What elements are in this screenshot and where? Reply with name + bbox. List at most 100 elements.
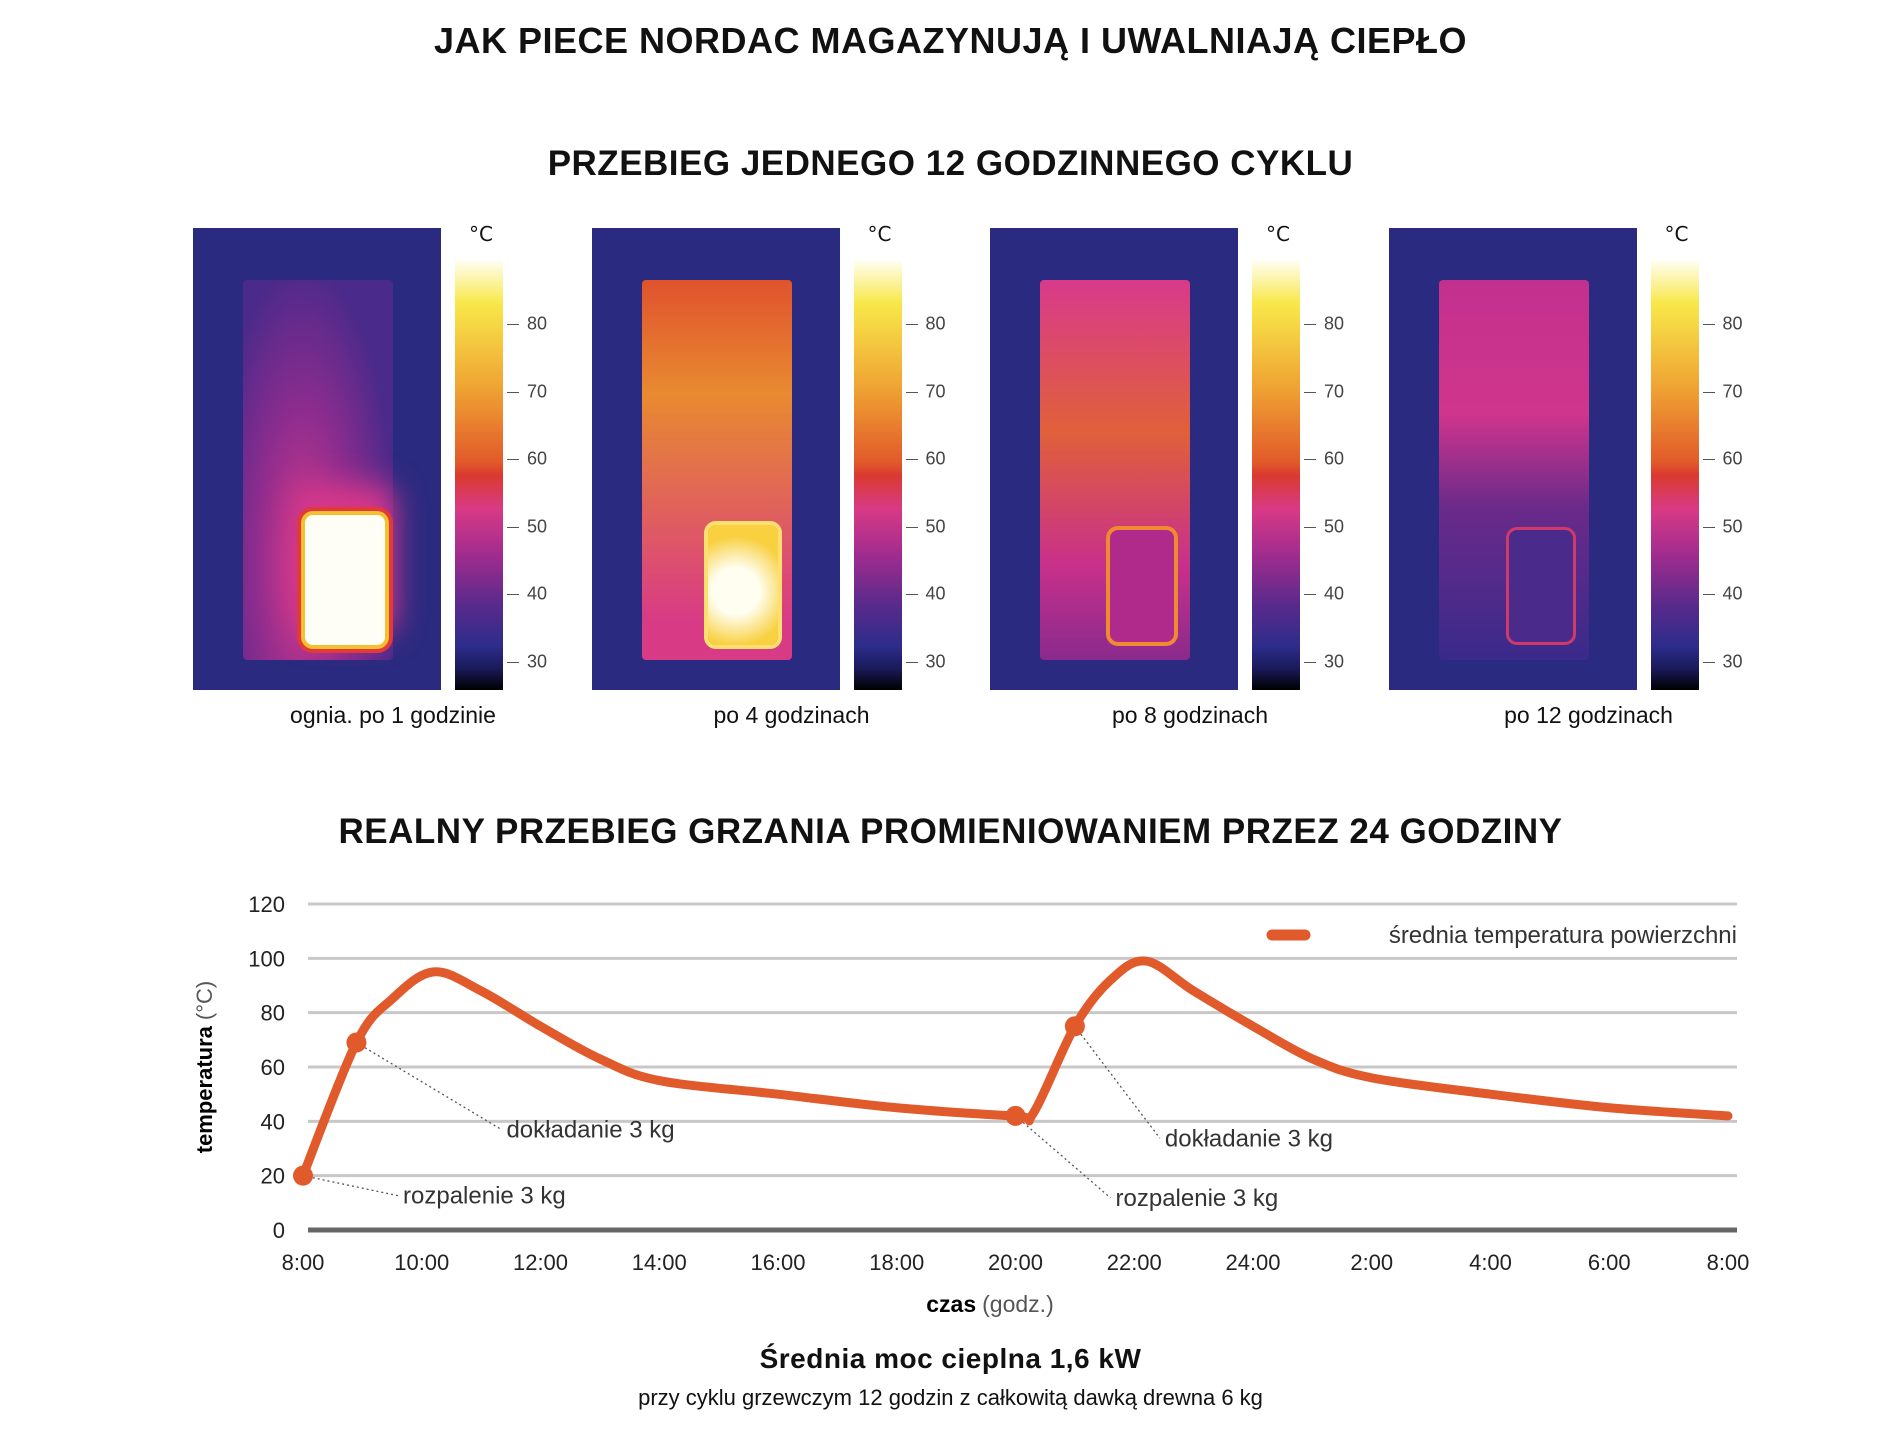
x-axis-title-main: czas xyxy=(926,1291,976,1317)
annotation-label: dokładanie 3 kg xyxy=(506,1117,674,1144)
page-title: JAK PIECE NORDAC MAGAZYNUJĄ I UWALNIAJĄ … xyxy=(433,20,1468,61)
unit-label: °C xyxy=(1664,222,1689,246)
scale-tick-label: 60 xyxy=(925,448,946,469)
scale-tick xyxy=(1304,661,1316,663)
x-tick-label: 20:00 xyxy=(988,1250,1043,1275)
y-tick-label: 80 xyxy=(261,1001,285,1026)
thermal-image xyxy=(591,228,840,690)
annotation-leader xyxy=(356,1041,502,1131)
y-tick-label: 60 xyxy=(261,1055,285,1080)
event-marker xyxy=(293,1165,313,1186)
scale-tick xyxy=(1304,459,1316,460)
x-tick-label: 2:00 xyxy=(1350,1250,1393,1275)
x-tick-label: 10:00 xyxy=(394,1250,449,1275)
panel-caption: po 4 godzinach xyxy=(713,702,870,728)
x-tick-label: 16:00 xyxy=(750,1250,805,1275)
scale-tick-label: 30 xyxy=(1324,651,1345,671)
scale-tick xyxy=(1304,391,1316,393)
scale-tick xyxy=(1702,661,1715,663)
x-tick-label: 8:00 xyxy=(282,1250,325,1275)
panel-caption: ognia. po 1 godzinie xyxy=(290,702,496,728)
thermal-panel: °C 80 70 60 50 40 30 po 12 godzinach xyxy=(1388,222,1789,728)
x-axis-title: czas (godz.) xyxy=(926,1291,1053,1317)
y-axis-title-unit: (°C) xyxy=(192,981,217,1020)
panel-caption: po 8 godzinach xyxy=(1111,702,1268,728)
scale-tick-label: 50 xyxy=(1324,516,1345,536)
x-tick-label: 18:00 xyxy=(869,1250,924,1275)
annotation-label: rozpalenie 3 kg xyxy=(1116,1185,1279,1212)
x-tick-label: 8:00 xyxy=(1707,1250,1750,1275)
scale-tick xyxy=(507,526,519,528)
scale-tick-label: 70 xyxy=(527,381,548,401)
scale-tick xyxy=(1304,594,1316,595)
scale-tick xyxy=(905,526,918,528)
annotation-label: rozpalenie 3 kg xyxy=(403,1183,566,1210)
scale-tick xyxy=(1702,459,1715,460)
x-tick-label: 4:00 xyxy=(1469,1250,1512,1275)
x-tick-label: 14:00 xyxy=(632,1250,687,1275)
summary-headline: Średnia moc cieplna 1,6 kW xyxy=(759,1343,1142,1374)
scale-tick-label: 40 xyxy=(527,583,548,604)
color-scale-bar xyxy=(1650,260,1699,690)
scale-tick-label: 60 xyxy=(1324,448,1345,469)
scale-tick-label: 50 xyxy=(1722,516,1743,536)
y-tick-label: 0 xyxy=(273,1218,285,1243)
y-tick-label: 40 xyxy=(261,1109,285,1134)
annotation-leader xyxy=(302,1175,399,1197)
y-tick-label: 20 xyxy=(261,1164,285,1189)
thermal-panel: °C 80 70 60 50 40 30 po 8 godzinach xyxy=(990,222,1390,728)
scale-tick-label: 70 xyxy=(925,381,946,401)
y-axis-title-main: temperatura xyxy=(192,1025,217,1153)
thermal-image xyxy=(193,228,441,690)
scale-tick-label: 50 xyxy=(527,516,548,536)
scale-tick xyxy=(905,594,918,595)
annotation-leader xyxy=(1074,1025,1161,1139)
scale-tick xyxy=(1702,324,1715,325)
scale-tick xyxy=(1304,324,1316,325)
chart-title: REALNY PRZEBIEG GRZANIA PROMIENIOWANIEM … xyxy=(338,812,1563,851)
scale-tick-label: 70 xyxy=(1722,381,1743,401)
event-marker xyxy=(1064,1016,1085,1037)
unit-label: °C xyxy=(469,222,493,246)
scale-tick xyxy=(905,391,918,393)
thermal-panel: °C 80 70 60 50 40 30 ognia. po 1 godzinie xyxy=(193,222,593,728)
x-tick-label: 12:00 xyxy=(513,1250,568,1275)
legend-label: średnia temperatura powierzchni xyxy=(1389,922,1737,949)
y-axis-title: temperatura (°C) xyxy=(192,981,217,1154)
scale-tick-label: 40 xyxy=(1324,583,1345,604)
scale-tick xyxy=(507,459,519,460)
scale-tick xyxy=(1702,594,1715,595)
scale-tick xyxy=(905,459,918,460)
thermal-image xyxy=(990,228,1238,690)
scale-tick xyxy=(1304,526,1316,528)
scale-tick xyxy=(507,391,519,393)
scale-tick xyxy=(905,661,918,663)
scale-tick-label: 30 xyxy=(925,651,946,671)
annotation-label: dokładanie 3 kg xyxy=(1165,1125,1333,1152)
scale-tick-label: 50 xyxy=(925,516,946,536)
scale-tick-label: 40 xyxy=(925,583,946,604)
scale-tick-label: 30 xyxy=(527,651,548,671)
event-marker xyxy=(1005,1105,1026,1126)
thermal-image xyxy=(1388,228,1637,690)
scale-tick-label: 70 xyxy=(1324,381,1345,401)
scale-tick xyxy=(507,324,519,325)
scale-tick-label: 30 xyxy=(1722,651,1743,671)
event-marker xyxy=(346,1032,367,1053)
scale-tick xyxy=(1702,391,1715,393)
annotation-leader xyxy=(1015,1115,1111,1199)
scale-tick xyxy=(1702,526,1715,528)
scale-tick-label: 60 xyxy=(527,448,548,469)
thermal-panel: °C 80 70 60 50 40 30 po 4 godzinach xyxy=(591,222,992,728)
section-title-cycle: PRZEBIEG JEDNEGO 12 GODZINNEGO CYKLU xyxy=(547,144,1354,183)
color-scale-bar xyxy=(1252,260,1300,690)
unit-label: °C xyxy=(1266,222,1290,246)
scale-tick-label: 80 xyxy=(925,313,946,334)
color-scale-bar xyxy=(853,260,902,690)
summary-detail: przy cyklu grzewczym 12 godzin z całkowi… xyxy=(638,1385,1263,1410)
x-tick-label: 22:00 xyxy=(1107,1250,1162,1275)
x-tick-label: 24:00 xyxy=(1225,1250,1280,1275)
panel-caption: po 12 godzinach xyxy=(1504,702,1673,728)
